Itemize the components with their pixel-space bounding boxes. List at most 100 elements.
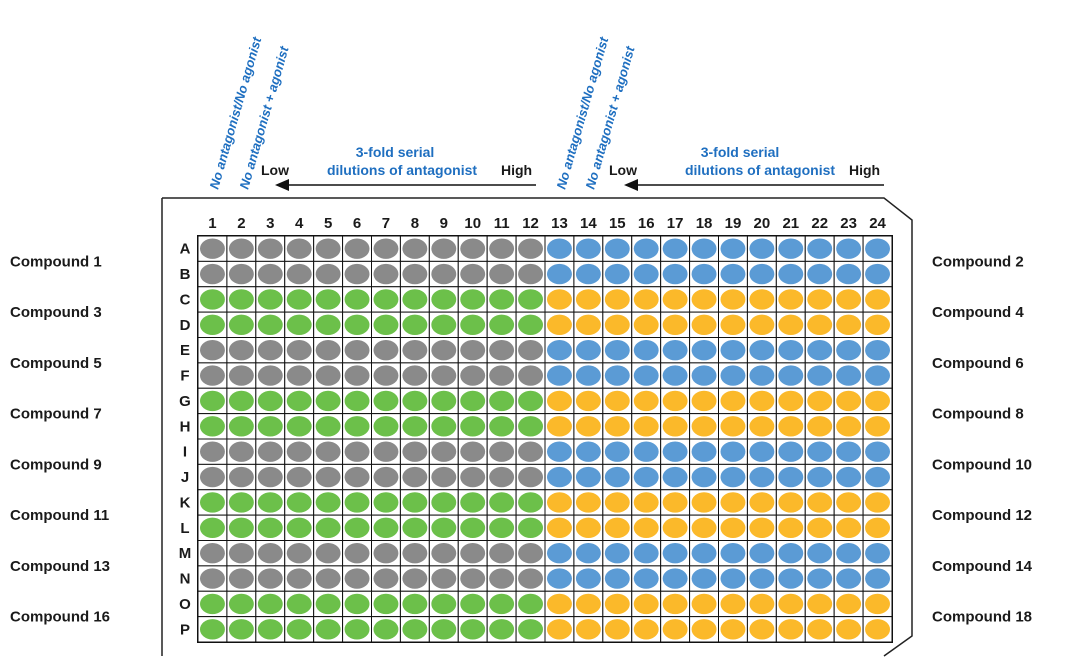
well-A16 xyxy=(633,238,659,259)
well-F4 xyxy=(286,365,312,386)
well-H8 xyxy=(402,416,428,437)
well-N11 xyxy=(489,568,515,589)
well-B2 xyxy=(228,263,254,285)
well-P17 xyxy=(662,619,688,640)
compound-label-left-3: Compound 5 xyxy=(10,355,102,372)
column-label-5: 5 xyxy=(324,215,332,232)
well-J10 xyxy=(460,466,486,488)
well-G3 xyxy=(257,390,283,412)
well-I2 xyxy=(228,441,254,462)
well-G5 xyxy=(315,390,341,412)
left-low-label: Low xyxy=(261,162,289,178)
well-N4 xyxy=(286,568,312,589)
well-J8 xyxy=(402,466,428,488)
well-L17 xyxy=(662,517,688,538)
well-P12 xyxy=(518,619,544,640)
well-E16 xyxy=(633,340,659,361)
well-L22 xyxy=(807,517,833,538)
well-J19 xyxy=(720,466,746,488)
well-G2 xyxy=(228,390,254,412)
well-A6 xyxy=(344,238,370,259)
well-O19 xyxy=(720,593,746,615)
compound-labels: Compound 1 Compound 3 Compound 5 Compound 7… xyxy=(10,253,1033,625)
well-E15 xyxy=(604,340,630,361)
column-label-9: 9 xyxy=(440,215,448,232)
well-M12 xyxy=(518,543,544,564)
well-G8 xyxy=(402,390,428,412)
well-G15 xyxy=(604,390,630,412)
well-H24 xyxy=(865,416,891,437)
well-E7 xyxy=(373,340,399,361)
well-B10 xyxy=(460,263,486,285)
well-C4 xyxy=(286,289,312,310)
well-J6 xyxy=(344,466,370,488)
well-P10 xyxy=(460,619,486,640)
well-H14 xyxy=(575,416,601,437)
well-M15 xyxy=(604,543,630,564)
well-D16 xyxy=(633,314,659,335)
column-label-1: 1 xyxy=(208,215,216,232)
well-J23 xyxy=(836,466,862,488)
column-label-21: 21 xyxy=(782,215,799,232)
well-N16 xyxy=(633,568,659,589)
well-B16 xyxy=(633,263,659,285)
column-label-14: 14 xyxy=(580,215,597,232)
well-M13 xyxy=(547,543,572,564)
well-A8 xyxy=(402,238,428,259)
well-M3 xyxy=(257,543,283,564)
well-I21 xyxy=(778,441,804,462)
well-E2 xyxy=(228,340,254,361)
well-B23 xyxy=(836,263,862,285)
compound-label-right-7: Compound 14 xyxy=(932,558,1033,575)
well-M2 xyxy=(228,543,254,564)
well-D10 xyxy=(460,314,486,335)
column-label-23: 23 xyxy=(840,215,857,232)
well-B17 xyxy=(662,263,688,285)
well-C18 xyxy=(691,289,717,310)
well-L2 xyxy=(228,517,254,538)
well-J4 xyxy=(286,466,312,488)
right-dilution-arrow xyxy=(624,179,884,191)
well-M7 xyxy=(373,543,399,564)
well-O22 xyxy=(807,593,833,615)
well-C10 xyxy=(460,289,486,310)
well-E14 xyxy=(575,340,601,361)
right-low-label: Low xyxy=(609,162,637,178)
well-M1 xyxy=(200,543,225,564)
well-E13 xyxy=(547,340,572,361)
well-F17 xyxy=(662,365,688,386)
right-dilution-line-1: 3-fold serial xyxy=(701,144,780,160)
well-D20 xyxy=(749,314,775,335)
well-A11 xyxy=(489,238,515,259)
well-F15 xyxy=(604,365,630,386)
well-N14 xyxy=(575,568,601,589)
well-G1 xyxy=(200,390,225,412)
well-J17 xyxy=(662,466,688,488)
well-M24 xyxy=(865,543,891,564)
well-E22 xyxy=(807,340,833,361)
compound-label-left-4: Compound 7 xyxy=(10,406,102,423)
well-C1 xyxy=(200,289,225,310)
column-label-7: 7 xyxy=(382,215,390,232)
compound-label-right-8: Compound 18 xyxy=(932,609,1032,626)
column-label-4: 4 xyxy=(295,215,304,232)
well-J9 xyxy=(431,466,457,488)
well-P20 xyxy=(749,619,775,640)
well-P21 xyxy=(778,619,804,640)
well-E24 xyxy=(865,340,891,361)
well-P9 xyxy=(431,619,457,640)
column-label-20: 20 xyxy=(754,215,771,232)
well-M11 xyxy=(489,543,515,564)
well-C19 xyxy=(720,289,746,310)
row-label-B: B xyxy=(180,266,191,283)
well-D15 xyxy=(604,314,630,335)
well-P23 xyxy=(836,619,862,640)
well-A1 xyxy=(200,238,225,259)
well-K5 xyxy=(315,492,341,513)
well-O8 xyxy=(402,593,428,615)
well-F9 xyxy=(431,365,457,386)
well-K15 xyxy=(604,492,630,513)
well-K12 xyxy=(518,492,544,513)
well-K8 xyxy=(402,492,428,513)
